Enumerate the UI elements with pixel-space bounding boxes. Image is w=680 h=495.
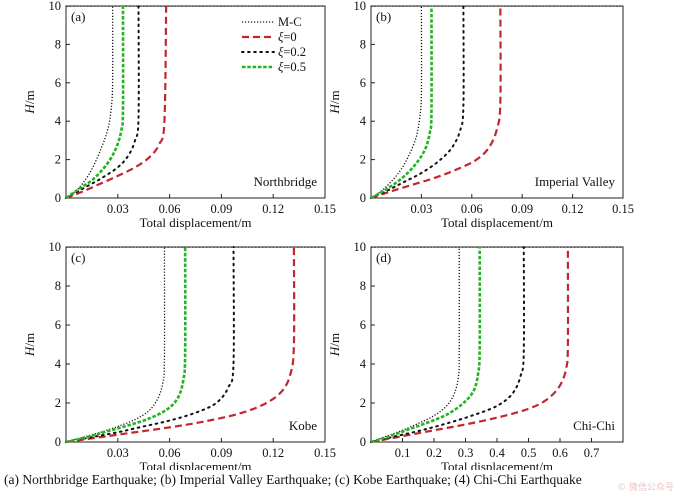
y-tick-label: 8: [360, 37, 366, 51]
y-axis-label: H/m: [22, 333, 37, 357]
y-tick-label: 2: [55, 396, 61, 410]
series-line-3: [65, 246, 235, 443]
y-tick-label: 6: [55, 76, 61, 90]
x-tick-label: 0.09: [511, 202, 533, 216]
series-line-2: [65, 5, 168, 200]
y-tick-label: 8: [360, 279, 366, 293]
y-tick-label: 10: [354, 0, 367, 13]
y-tick-label: 10: [354, 240, 367, 254]
y-tick-label: 0: [360, 191, 366, 205]
y-tick-label: 4: [55, 114, 62, 128]
x-tick-label: 0.12: [262, 446, 284, 460]
x-axis-label: Total displacement/m: [441, 459, 553, 470]
y-axis-label: H/m: [22, 90, 37, 114]
x-tick-label: 0.12: [562, 202, 584, 216]
legend: M-Cξ=0ξ=0.2ξ=0.5: [241, 15, 306, 74]
x-tick-label: 0.06: [461, 202, 483, 216]
series-line-3: [370, 246, 526, 443]
x-tick-label: 0.09: [210, 446, 232, 460]
x-axis-label: Total displacement/m: [441, 215, 553, 230]
earthquake-annotation: Chi-Chi: [573, 418, 615, 433]
panel-1: 0 2 4 6 8 10 0.03 0.06 0.09 0.12 0.15 Total displac…: [22, 0, 336, 230]
x-axis-label: Total displacement/m: [139, 215, 251, 230]
series-line-1: [65, 246, 166, 443]
x-tick-label: 0.03: [107, 446, 129, 460]
x-tick-label: 0.09: [210, 202, 232, 216]
series-line-4: [370, 246, 482, 444]
series-line-3: [65, 5, 140, 199]
series-line-4: [65, 5, 125, 200]
panel-4: 0 2 4 6 8 10 0.1 0.2 0.3 0.4 0.5 0.6 0.7 Total displa…: [327, 240, 624, 470]
series-line-1: [65, 5, 114, 199]
series-line-2: [370, 5, 502, 200]
x-tick-label: 0.15: [612, 202, 634, 216]
series-line-4: [370, 5, 433, 200]
x-tick-label: 0.4: [489, 446, 505, 460]
x-axis-label: Total displacement/m: [139, 459, 251, 470]
x-tick-label: 0.2: [426, 446, 442, 460]
legend-label: M-C: [278, 15, 302, 29]
y-tick-label: 0: [360, 435, 366, 449]
y-tick-label: 4: [55, 357, 62, 371]
panel-tag: (d): [376, 250, 391, 265]
x-tick-label: 0.15: [314, 446, 336, 460]
panel-tag: (b): [376, 9, 391, 24]
plot-frame: [370, 5, 624, 199]
earthquake-annotation: Imperial Valley: [535, 174, 616, 189]
x-tick-label: 0.15: [314, 202, 336, 216]
watermark: © 微信公众号: [617, 483, 674, 493]
panel-tag: (a): [71, 9, 85, 24]
x-tick-label: 0.06: [159, 202, 181, 216]
series-line-1: [370, 246, 460, 443]
y-axis-label: H/m: [327, 333, 342, 357]
plot-frame: [370, 246, 624, 443]
x-tick-label: 0.03: [410, 202, 432, 216]
x-tick-label: 0.12: [262, 202, 284, 216]
series-line-4: [65, 246, 187, 444]
panel-2: 0 2 4 6 8 10 0.03 0.06 0.09 0.12 0.15 Total displac…: [327, 0, 634, 230]
x-tick-label: 0.06: [159, 446, 181, 460]
series-line-3: [370, 5, 465, 199]
y-tick-label: 2: [360, 396, 366, 410]
x-tick-label: 0.1: [395, 446, 411, 460]
series-line-2: [65, 246, 296, 444]
earthquake-annotation: Northbridge: [253, 174, 317, 189]
y-tick-label: 10: [49, 240, 62, 254]
y-tick-label: 0: [55, 191, 61, 205]
series-line-2: [370, 246, 570, 444]
panel-tag: (c): [71, 250, 85, 265]
y-tick-label: 10: [49, 0, 62, 13]
legend-label: ξ=0: [278, 30, 297, 44]
y-tick-label: 4: [360, 114, 367, 128]
x-tick-label: 0.03: [107, 202, 129, 216]
legend-label: ξ=0.2: [278, 45, 306, 59]
y-tick-label: 8: [55, 37, 61, 51]
y-tick-label: 2: [360, 153, 366, 167]
y-axis-label: H/m: [327, 90, 342, 114]
earthquake-annotation: Kobe: [289, 418, 317, 433]
x-tick-label: 0.5: [521, 446, 537, 460]
panel-3: 0 2 4 6 8 10 0.03 0.06 0.09 0.12 0.15 Total displac…: [22, 240, 336, 470]
y-tick-label: 6: [55, 318, 61, 332]
y-tick-label: 8: [55, 279, 61, 293]
x-tick-label: 0.3: [458, 446, 474, 460]
y-tick-label: 6: [360, 76, 366, 90]
x-tick-label: 0.6: [552, 446, 568, 460]
y-tick-label: 0: [55, 435, 61, 449]
y-tick-label: 2: [55, 153, 61, 167]
series-line-1: [370, 5, 423, 199]
legend-label: ξ=0.5: [278, 60, 306, 74]
y-tick-label: 4: [360, 357, 367, 371]
x-tick-label: 0.7: [584, 446, 600, 460]
figure-caption: (a) Northbridge Earthquake; (b) Imperial…: [4, 472, 582, 487]
y-tick-label: 6: [360, 318, 366, 332]
plot-frame: [65, 246, 326, 443]
